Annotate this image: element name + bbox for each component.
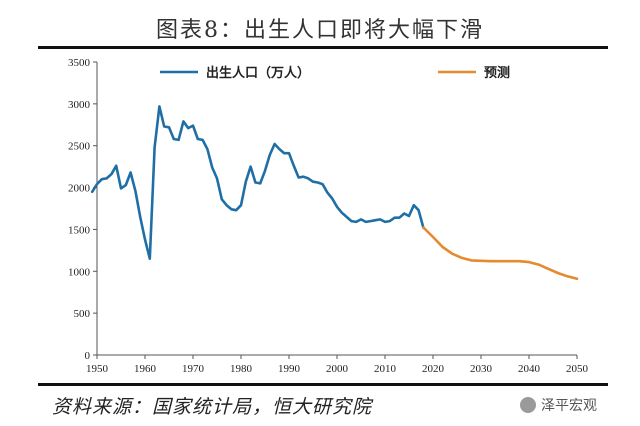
watermark-label: 泽平宏观 <box>541 398 597 414</box>
x-tick-label: 1980 <box>230 363 253 375</box>
y-tick-label: 2000 <box>68 183 91 195</box>
y-tick-label: 2500 <box>68 141 91 153</box>
x-tick-label: 2010 <box>374 363 397 375</box>
x-tick-label: 2040 <box>518 363 541 375</box>
x-tick-label: 1970 <box>182 363 205 375</box>
x-tick-label: 2020 <box>422 363 445 375</box>
series-line-forecast <box>422 226 579 281</box>
series-line-births <box>90 105 425 261</box>
x-tick-label: 2050 <box>566 363 589 375</box>
wechat-logo-icon <box>520 397 536 413</box>
y-tick-label: 3000 <box>68 99 91 111</box>
legend-label: 预测 <box>484 65 510 81</box>
source-note: 资料来源：国家统计局，恒大研究院 <box>52 396 373 418</box>
title-rule <box>38 46 608 49</box>
y-tick-label: 0 <box>85 350 91 362</box>
x-tick-label: 1950 <box>86 363 109 375</box>
legend-label: 出生人口（万人） <box>206 65 310 81</box>
x-tick-label: 2000 <box>326 363 349 375</box>
y-tick-label: 1500 <box>68 224 91 236</box>
y-tick-label: 1000 <box>68 266 91 278</box>
x-tick-label: 1990 <box>278 363 301 375</box>
x-tick-label: 1960 <box>134 363 157 375</box>
source-rule <box>38 383 608 386</box>
figure-title: 图表8：出生人口即将大幅下滑 <box>156 18 484 43</box>
y-tick-label: 500 <box>74 308 91 320</box>
y-tick-label: 3500 <box>68 57 91 69</box>
x-tick-label: 2030 <box>470 363 493 375</box>
watermark: 泽平宏观 <box>520 395 597 415</box>
